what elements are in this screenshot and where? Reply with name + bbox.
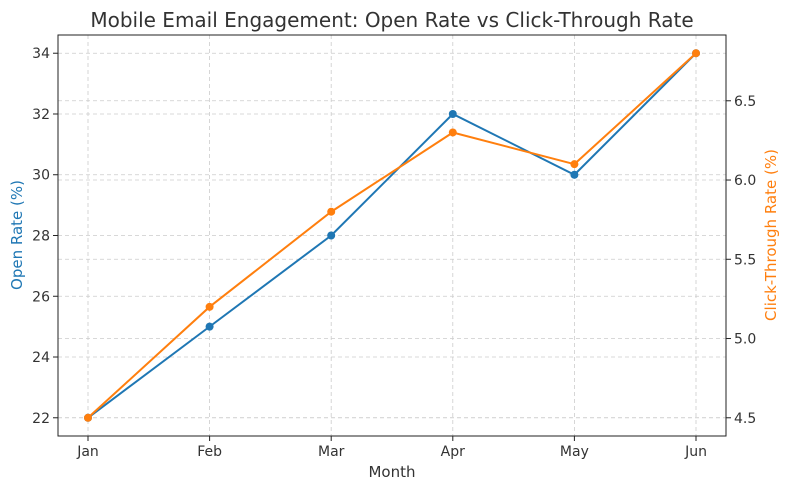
y-left-axis-label: Open Rate (%) bbox=[8, 180, 26, 290]
data-point-open-rate bbox=[327, 231, 336, 240]
chart-title: Mobile Email Engagement: Open Rate vs Cl… bbox=[90, 8, 693, 32]
y-right-tick-label: 6.0 bbox=[734, 173, 756, 189]
data-point-click-through-rate bbox=[327, 207, 336, 216]
y-left-tick-label: 28 bbox=[32, 229, 50, 245]
x-axis-label: Month bbox=[368, 463, 415, 481]
x-tick-label: Jan bbox=[76, 444, 99, 460]
y-right-axis-label: Click-Through Rate (%) bbox=[762, 149, 780, 321]
data-point-click-through-rate bbox=[570, 160, 579, 169]
y-right-tick-label: 6.5 bbox=[734, 94, 756, 110]
series-line-click-through-rate bbox=[87, 52, 697, 419]
y-left-tick-label: 34 bbox=[32, 46, 50, 62]
y-left-tick-label: 26 bbox=[32, 289, 50, 305]
y-left-tick-label: 24 bbox=[32, 350, 50, 366]
data-point-open-rate bbox=[448, 109, 457, 118]
x-tick-label: Mar bbox=[318, 444, 345, 460]
data-point-click-through-rate bbox=[448, 128, 457, 137]
data-point-click-through-rate bbox=[205, 302, 214, 311]
y-left-tick-label: 32 bbox=[32, 107, 50, 123]
series-line-open-rate bbox=[87, 52, 697, 419]
y-left-tick-label: 30 bbox=[32, 168, 50, 184]
y-left-tick-label: 22 bbox=[32, 411, 50, 427]
y-right-tick-label: 4.5 bbox=[734, 411, 756, 427]
data-point-click-through-rate bbox=[84, 413, 92, 422]
x-tick-label: Jun bbox=[684, 444, 707, 460]
x-tick-label: Apr bbox=[441, 444, 465, 460]
data-point-open-rate bbox=[205, 322, 214, 331]
x-tick-label: Feb bbox=[197, 444, 222, 460]
y-right-tick-label: 5.0 bbox=[734, 332, 756, 348]
data-point-click-through-rate bbox=[692, 49, 700, 58]
x-tick-label: May bbox=[560, 444, 589, 460]
data-point-open-rate bbox=[570, 170, 579, 179]
y-right-tick-label: 5.5 bbox=[734, 252, 756, 268]
